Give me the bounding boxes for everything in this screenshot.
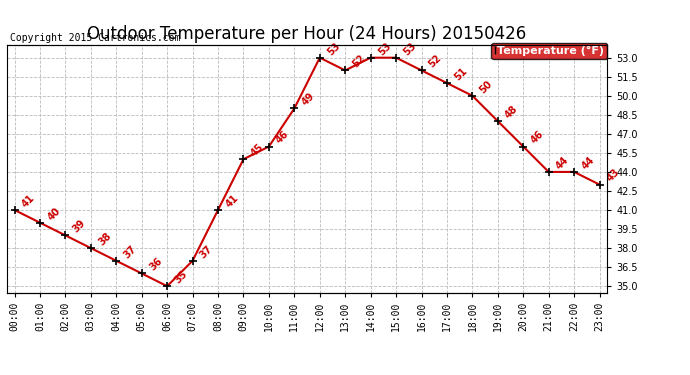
- Text: 49: 49: [300, 91, 317, 108]
- Text: 38: 38: [97, 231, 113, 247]
- Text: 41: 41: [224, 193, 240, 209]
- Text: 48: 48: [504, 104, 520, 120]
- Text: 41: 41: [20, 193, 37, 209]
- Title: Outdoor Temperature per Hour (24 Hours) 20150426: Outdoor Temperature per Hour (24 Hours) …: [88, 26, 526, 44]
- Legend: Temperature (°F): Temperature (°F): [491, 42, 607, 59]
- Text: 46: 46: [529, 129, 545, 146]
- Text: 40: 40: [46, 205, 62, 222]
- Text: 37: 37: [122, 243, 139, 260]
- Text: 36: 36: [147, 256, 164, 273]
- Text: 44: 44: [554, 154, 571, 171]
- Text: 39: 39: [71, 218, 88, 235]
- Text: 52: 52: [351, 53, 367, 70]
- Text: 44: 44: [580, 154, 596, 171]
- Text: 51: 51: [453, 66, 469, 82]
- Text: 37: 37: [198, 243, 215, 260]
- Text: 53: 53: [402, 40, 418, 57]
- Text: 46: 46: [275, 129, 291, 146]
- Text: 35: 35: [172, 269, 189, 285]
- Text: Copyright 2015 Cartronics.com: Copyright 2015 Cartronics.com: [10, 33, 180, 42]
- Text: 50: 50: [478, 78, 495, 95]
- Text: 43: 43: [605, 167, 622, 184]
- Text: 45: 45: [249, 142, 266, 159]
- Text: 53: 53: [325, 40, 342, 57]
- Text: 53: 53: [376, 40, 393, 57]
- Text: 52: 52: [427, 53, 444, 70]
